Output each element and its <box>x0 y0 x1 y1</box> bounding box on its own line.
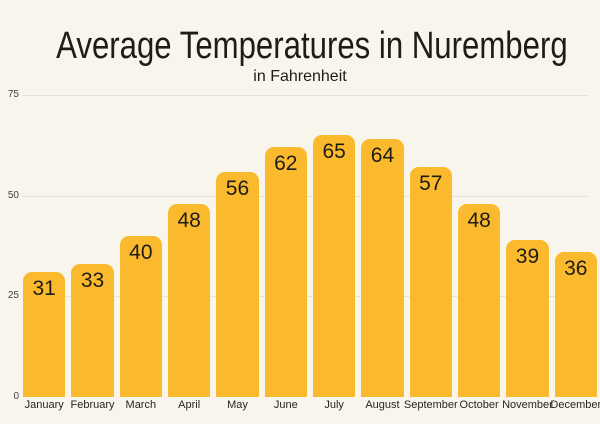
x-tick-label-text: October <box>459 399 499 411</box>
bar-april: 48 <box>167 204 211 397</box>
bar-value-label-april: 48 <box>177 209 201 232</box>
bar-july: 65 <box>312 135 356 397</box>
x-tick-label-april: April <box>168 399 210 411</box>
x-tick-label-text: May <box>227 399 248 411</box>
y-tick-label-50: 50 <box>7 190 19 201</box>
bar-december: 36 <box>554 252 597 397</box>
chart-title-text: Average Temperatures in Nuremberg <box>56 25 568 67</box>
x-tick-label-text: January <box>24 399 64 411</box>
x-tick-label-text: April <box>178 399 201 411</box>
bar-value-label-march: 40 <box>129 241 153 264</box>
bar-september: 57 <box>409 167 452 397</box>
x-tick-label-may: May <box>216 399 258 411</box>
x-tick-label-june: June <box>265 399 307 411</box>
x-tick-label-text: February <box>70 399 115 411</box>
x-tick-label-text: December <box>550 399 600 411</box>
x-tick-label-july: July <box>313 399 355 411</box>
x-tick-label-march: March <box>120 399 162 411</box>
y-tick-label-75: 75 <box>7 89 19 100</box>
bars-row: 31 33 40 48 56 62 65 64 57 48 39 36 <box>23 95 597 397</box>
bar-october: 48 <box>457 204 501 397</box>
bar-value-label-june: 62 <box>274 152 298 175</box>
chart-subtitle: in Fahrenheit <box>253 68 347 85</box>
x-tick-label-january: January <box>23 399 65 411</box>
bar-march: 40 <box>119 236 162 397</box>
bar-value-label-may: 56 <box>225 177 250 200</box>
bar-value-label-december: 36 <box>564 257 588 280</box>
x-tick-label-text: March <box>125 399 157 411</box>
x-tick-label-text: September <box>403 399 458 411</box>
bar-value-label-august: 64 <box>370 144 395 167</box>
bar-may: 56 <box>216 172 259 397</box>
bar-value-label-july: 65 <box>322 140 346 163</box>
y-tick-label-0: 0 <box>13 391 19 402</box>
bar-value-label-september: 57 <box>419 172 443 195</box>
y-tick-label-25: 25 <box>7 290 19 301</box>
x-axis-category-labels: January February March April May June July Augu… <box>23 399 600 411</box>
x-tick-label-text: November <box>502 399 553 411</box>
x-tick-label-august: August <box>361 399 403 411</box>
bar-value-label-november: 39 <box>515 245 540 268</box>
x-tick-label-text: June <box>273 399 298 411</box>
bar-november: 39 <box>506 240 549 397</box>
bar-august: 64 <box>361 139 404 397</box>
x-tick-label-october: October <box>458 399 500 411</box>
x-tick-label-december: December <box>550 399 600 411</box>
bar-value-label-october: 48 <box>467 209 491 232</box>
x-tick-label-september: September <box>404 399 458 411</box>
x-tick-label-text: August <box>365 399 400 411</box>
bar-value-label-january: 31 <box>32 277 56 300</box>
x-tick-label-february: February <box>70 399 115 411</box>
bar-june: 62 <box>264 147 307 397</box>
bar-value-label-february: 33 <box>80 269 105 292</box>
gridline-75 <box>22 95 588 96</box>
bar-february: 33 <box>71 264 114 397</box>
chart-title: Average Temperatures in Nuremberg <box>0 25 600 68</box>
x-tick-label-text: July <box>324 399 344 411</box>
x-tick-label-november: November <box>502 399 553 411</box>
bar-january: 31 <box>23 272 66 397</box>
